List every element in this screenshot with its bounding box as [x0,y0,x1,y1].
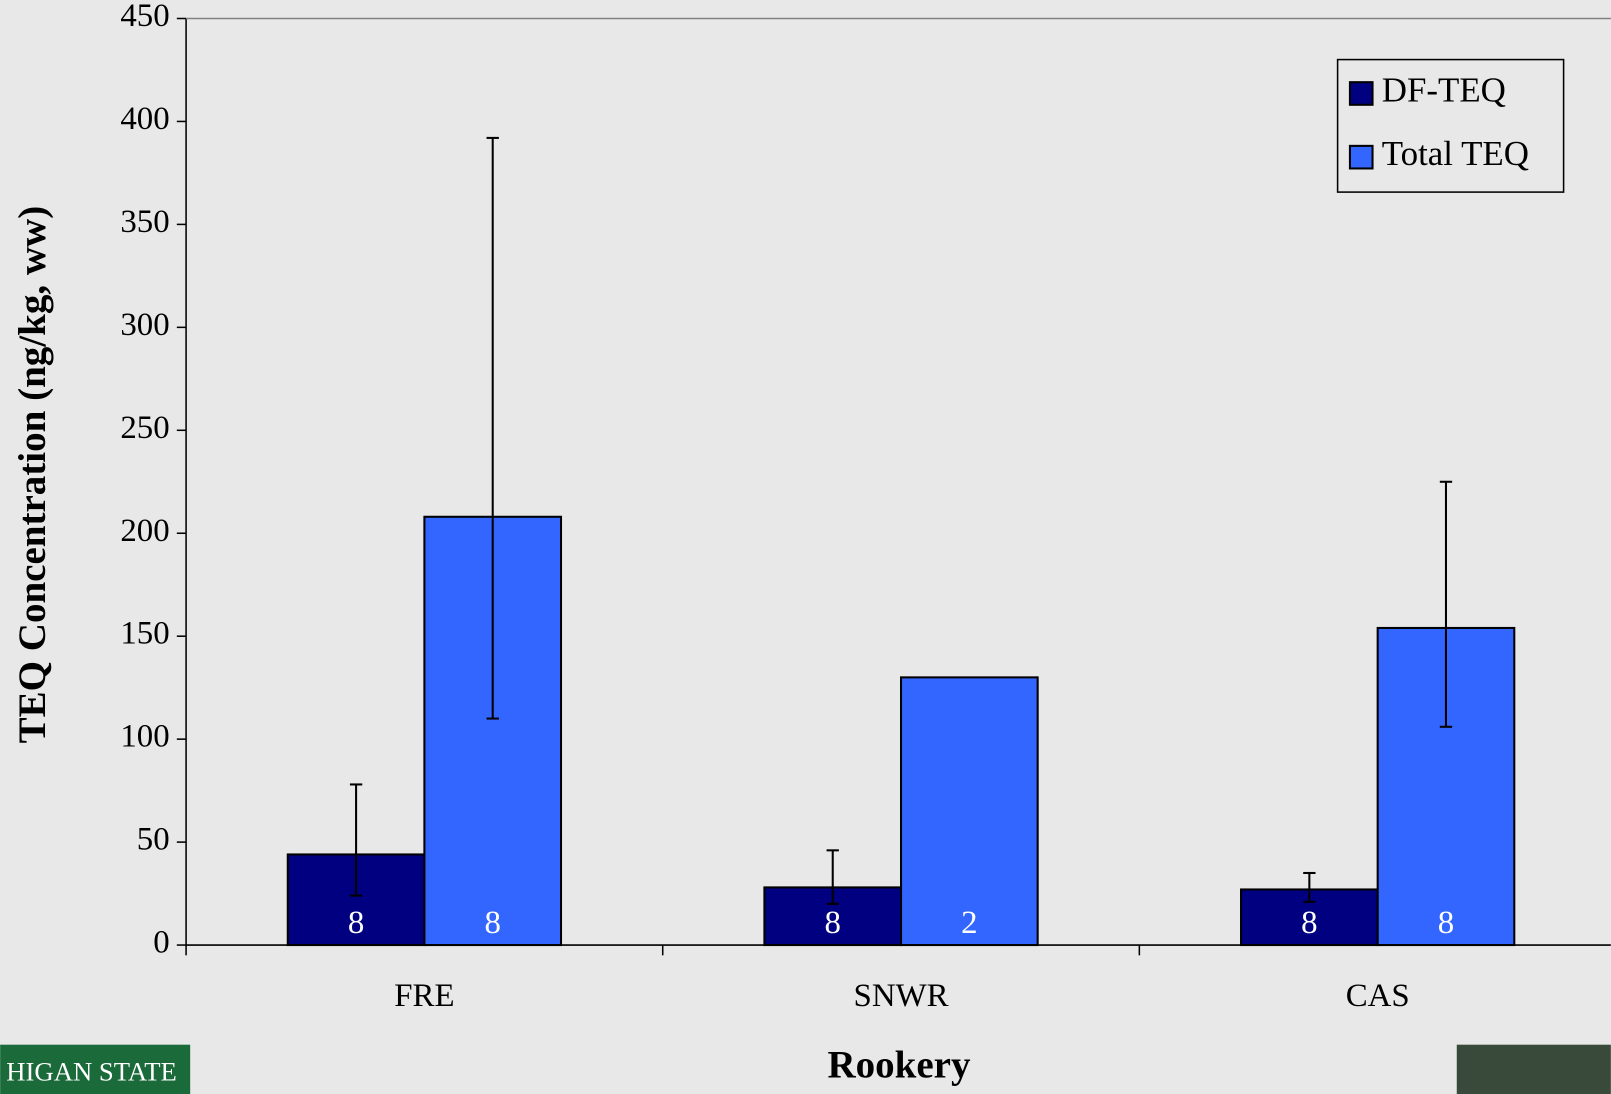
logo-text: HIGAN STATE [6,1057,177,1087]
sample-size-label: 8 [348,905,364,941]
legend-swatch [1350,82,1373,105]
sample-size-label: 8 [484,905,500,941]
y-tick-label: 0 [153,925,169,961]
sample-size-label: 8 [825,905,841,941]
legend-label: DF-TEQ [1382,70,1506,109]
y-tick-label: 100 [120,719,169,755]
sample-size-label: 2 [961,905,977,941]
sample-size-label: 8 [1301,905,1317,941]
y-tick-label: 300 [120,307,169,343]
y-axis-title: TEQ Concentration (ng/kg, ww) [11,206,54,744]
y-tick-label: 150 [120,616,169,652]
legend-label: Total TEQ [1382,134,1529,173]
y-tick-label: 200 [120,513,169,549]
y-tick-label: 350 [120,204,169,240]
y-tick-label: 400 [120,101,169,137]
photo [1457,1045,1611,1094]
x-tick-label: FRE [394,978,454,1014]
x-tick-label: SNWR [854,978,949,1014]
y-tick-label: 250 [120,410,169,446]
x-axis-title: Rookery [827,1043,971,1086]
sample-size-label: 8 [1438,905,1454,941]
legend-swatch [1350,146,1373,169]
y-tick-label: 450 [120,0,169,34]
x-tick-label: CAS [1346,978,1410,1014]
y-tick-label: 50 [137,822,170,858]
chart: TEQ Concentration (ng/kg, ww) Rookery HI… [0,0,1611,1094]
